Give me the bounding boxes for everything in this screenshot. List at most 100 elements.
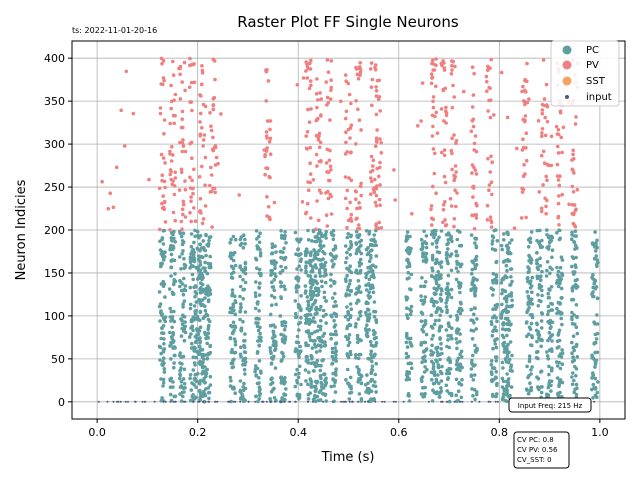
spike-point-pc [171,331,175,335]
spike-point-pv [158,106,163,110]
spike-point-pv [522,163,526,167]
spike-point-pv [264,99,269,103]
spike-point-pc [307,370,311,375]
spike-point-pc [333,346,337,350]
spike-point-pc [431,333,436,338]
spike-point-pv [198,120,202,124]
spike-point-pv [522,118,526,122]
spike-point-pc [423,255,428,259]
spike-point-pc [430,255,435,260]
spike-point-pv [162,78,166,83]
spike-point-pc [192,259,197,264]
spike-point-pc [295,367,299,372]
spike-point-pc [320,234,325,238]
spike-point-pc [311,316,316,320]
spike-point-pc [556,394,561,398]
spike-point-pv [474,201,478,206]
spike-point-pv [542,161,547,165]
spike-point-pc [257,343,262,348]
spike-point-pc [294,285,299,290]
spike-point-pc [293,315,298,320]
spike-point-pc [545,354,550,358]
spike-point-pc [194,385,198,390]
spike-point-pc [437,277,441,281]
spike-point-pc [430,399,435,403]
spike-point-pc [489,286,494,291]
spike-point-pc [439,347,444,351]
spike-point-pc [310,282,315,287]
spike-point-pv [486,68,490,73]
spike-point-pc [405,331,409,336]
spike-point-pc [273,266,277,271]
spike-point-pc [503,328,508,332]
axis-ticks: 0.0 0.2 0.4 0.6 0.8 1.00501001502002503003504… [44,52,609,439]
spike-point-pc [323,268,328,272]
spike-point-pc [320,284,324,289]
spike-point-pc [309,289,313,294]
spike-point-pc [595,258,599,262]
spike-point-pc [469,287,474,292]
spike-point-pc [525,290,530,294]
spike-point-pc [504,360,509,364]
spike-point-pc [332,350,336,355]
spike-point-pc [334,254,339,258]
spike-point-pc [239,397,243,401]
spike-point-pc [316,363,321,368]
spike-point-pc [472,373,477,377]
spike-point-pc [528,343,533,347]
spike-point-pc [202,357,206,361]
spike-point-pc [349,234,353,239]
spike-point-pc [255,351,260,355]
spike-point-pv [179,167,184,172]
spike-point-pv [358,65,362,69]
spike-point-pc [526,391,531,396]
spike-point-pv [453,188,457,192]
spike-point-pv [179,170,184,174]
spike-point-pv [374,186,379,191]
spike-point-pc [348,278,353,283]
spike-point-pc [193,228,197,233]
spike-point-pv [524,131,529,135]
spike-point-pv [471,124,476,129]
spike-point-pc [405,345,410,349]
spike-point-pc [313,298,318,303]
spike-point-pc [502,388,507,393]
spike-point-pc [310,265,315,269]
spike-point-pc [161,356,166,361]
spike-point-pv [219,112,223,116]
spike-point-pc [534,328,539,333]
spike-point-pv [570,184,575,189]
spike-point-pc [354,322,358,326]
spike-point-pc [432,322,437,327]
spike-point-pv [173,170,177,175]
spike-point-pv [523,114,528,118]
spike-point-pc [439,265,444,269]
spike-point-pc [364,310,368,315]
spike-point-pc [242,350,247,354]
spike-point-pv [374,226,379,230]
spike-point-pc [374,318,378,323]
spike-point-pc [345,266,349,271]
spike-point-pc [456,280,461,285]
spike-point-pc [595,390,600,395]
spike-point-pc [574,325,579,330]
spike-point-pv [344,140,348,145]
spike-point-pc [258,251,263,255]
spike-point-pc [318,398,323,402]
spike-point-pv [515,146,519,151]
spike-point-pv [305,201,310,206]
spike-point-pv [536,119,541,123]
spike-point-pc [355,365,359,369]
spike-point-pv [266,79,271,83]
spike-point-pc [172,361,176,365]
spike-point-pv [308,180,313,185]
spike-point-pc [500,288,505,292]
spike-point-pc [205,313,210,318]
spike-point-pc [591,382,596,387]
spike-point-pc [434,241,439,245]
spike-point-pc [304,269,308,274]
spike-point-pc [324,321,329,325]
spike-point-pc [506,377,511,381]
spike-point-pv [490,192,494,197]
cv-pc-text: CV PC: 0.8 [517,436,554,444]
